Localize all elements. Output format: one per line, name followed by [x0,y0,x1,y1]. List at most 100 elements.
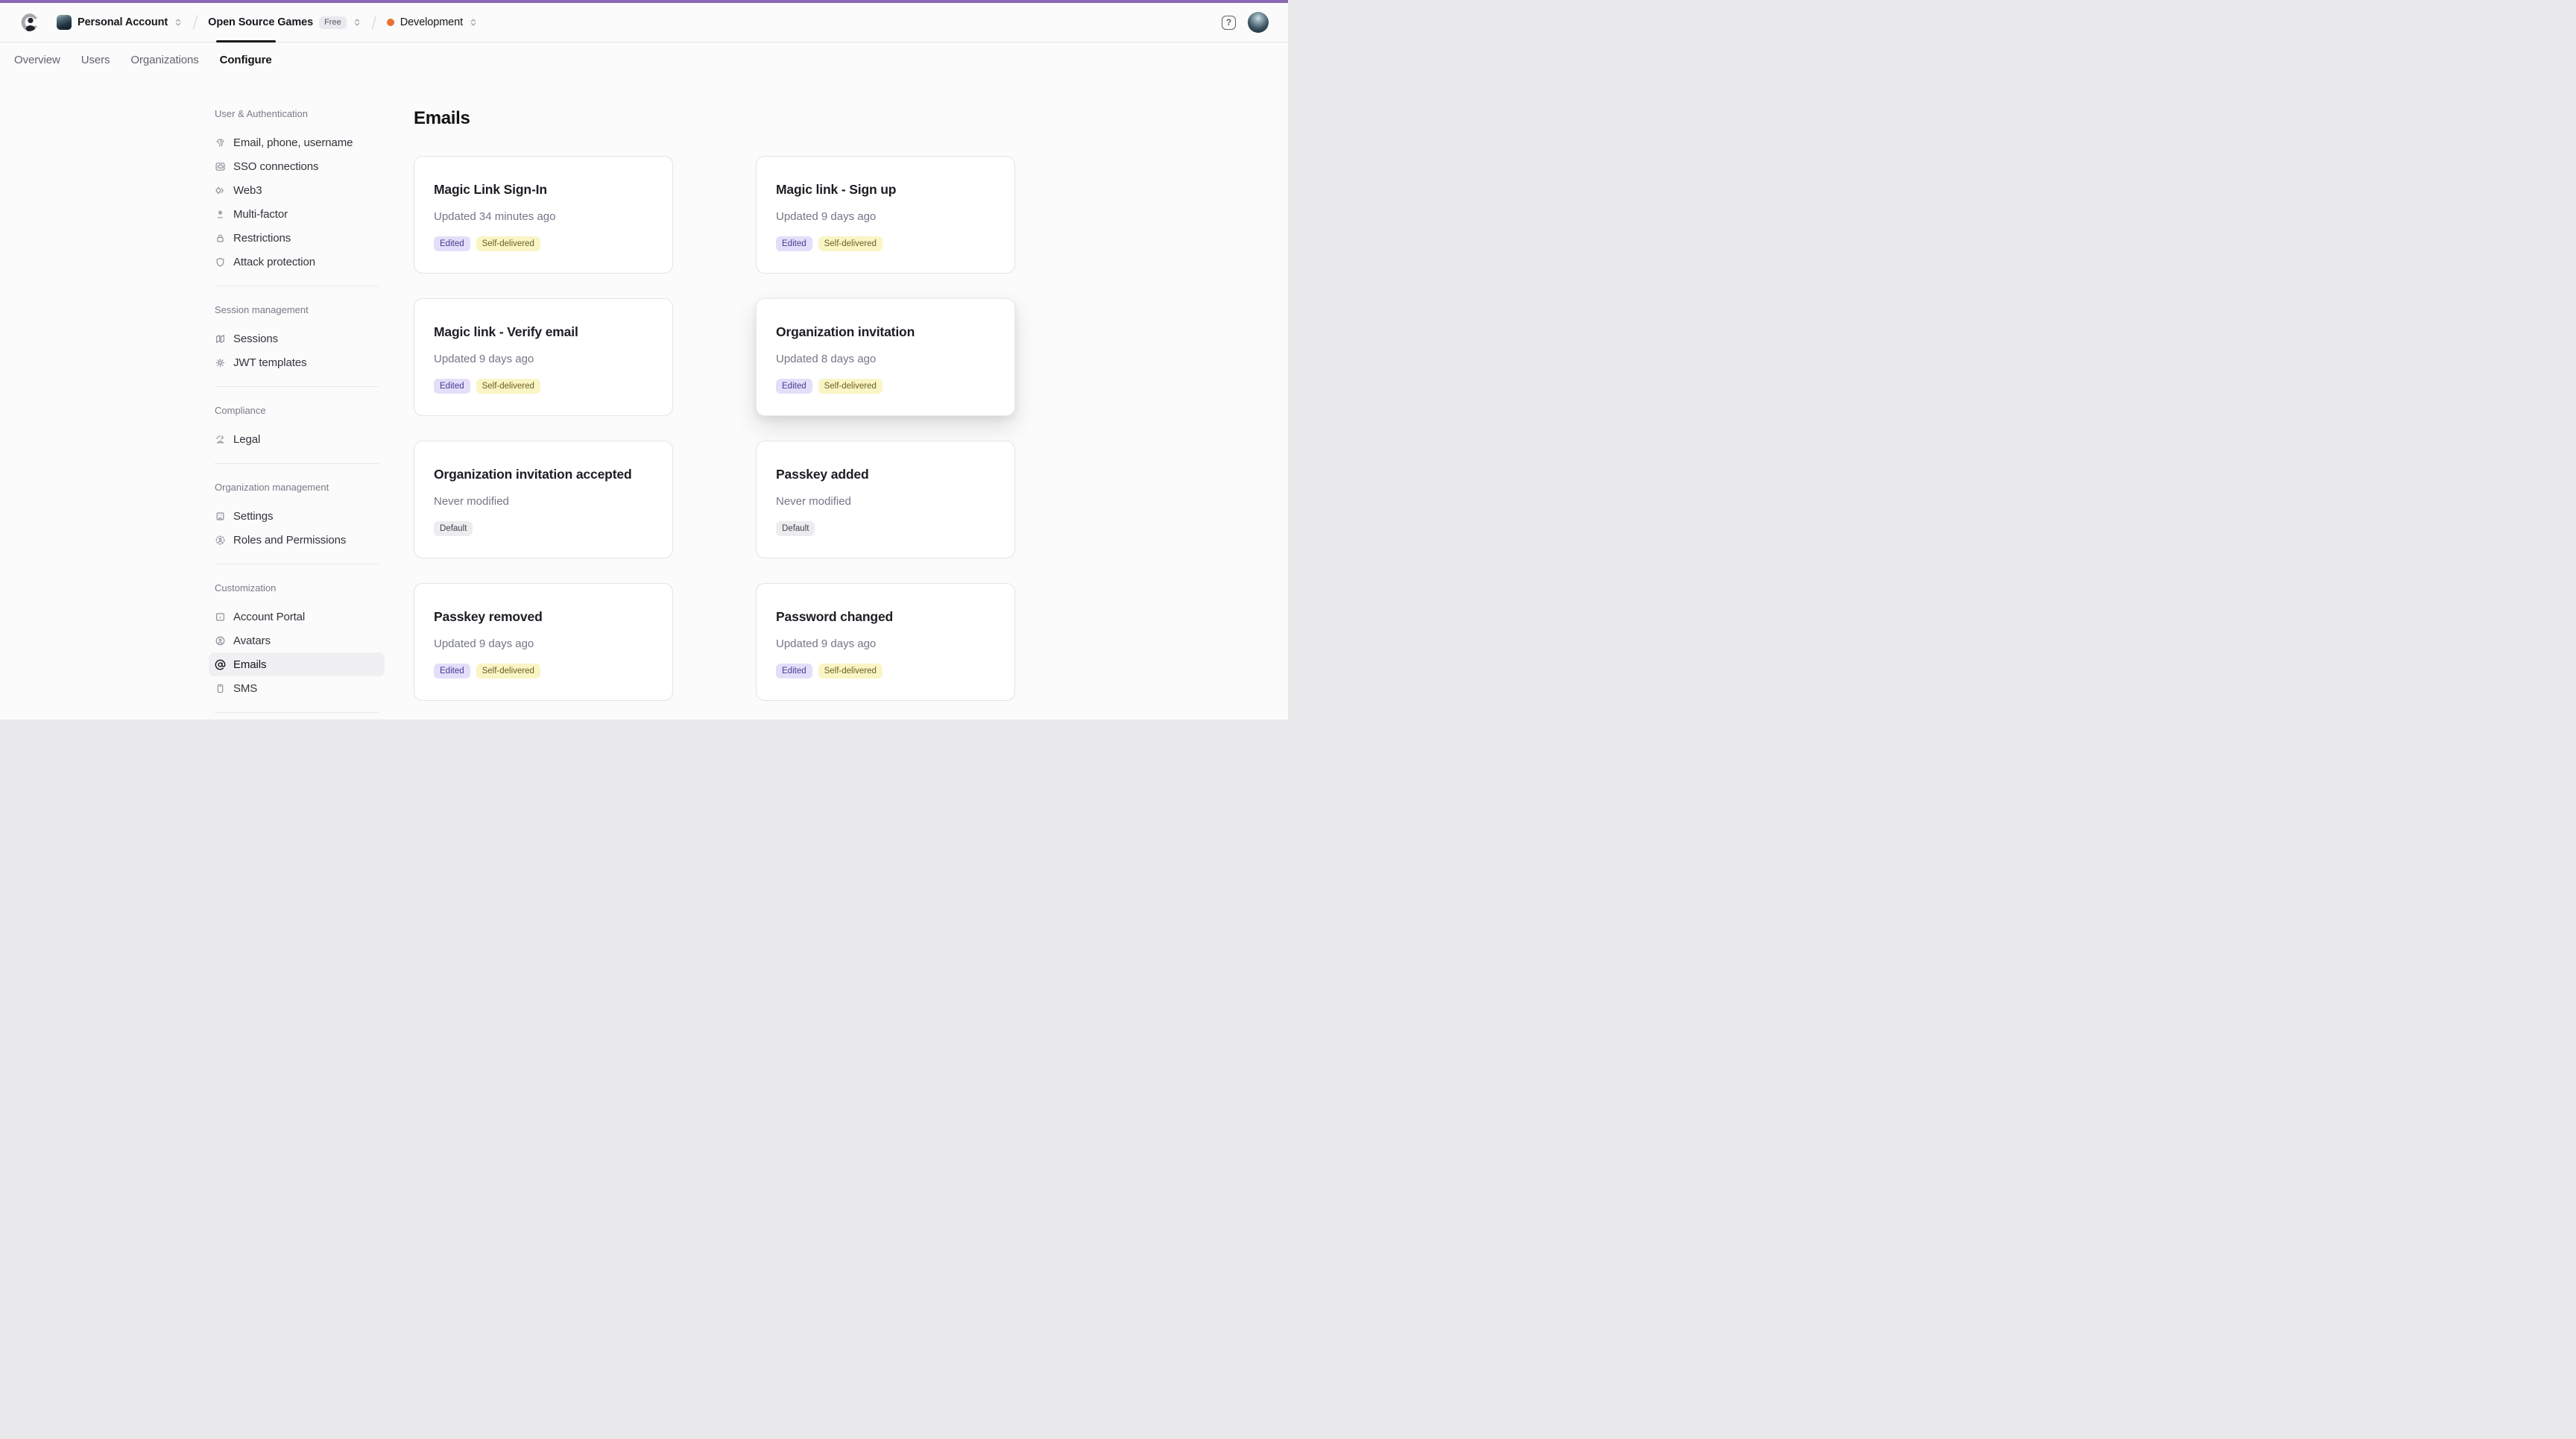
at-sign-icon [215,659,226,670]
top-bar-right: ? [1222,12,1269,33]
sidebar-item-emails[interactable]: Emails [209,652,385,676]
sidebar-item-email-phone-username[interactable]: Email, phone, username [209,130,385,154]
top-bar-left: Personal Account Open Source Games Free [19,13,478,32]
asterisk-icon [215,209,226,220]
sidebar-divider [215,386,379,387]
main-nav-tabs: Overview Users Organizations Configure [0,40,1288,76]
sidebar-item-org-settings[interactable]: Settings [209,504,385,528]
default-badge: Default [434,521,473,536]
user-dashed-circle-icon [215,535,226,546]
top-bar: Personal Account Open Source Games Free [0,3,1288,42]
breadcrumb-separator [192,15,198,30]
card-status: Updated 9 days ago [776,210,877,223]
sidebar-item-attack-protection[interactable]: Attack protection [209,250,385,274]
clerk-logo-icon[interactable] [19,13,39,32]
sso-cloud-icon [215,161,226,172]
clerk-dashboard-page: Personal Account Open Source Games Free [0,0,1288,720]
sidebar-item-sessions[interactable]: Sessions [209,327,385,350]
sidebar-item-web3[interactable]: Web3 [209,178,385,202]
card-badges: Edited Self-delivered [434,236,653,251]
chevron-updown-icon [469,18,478,27]
card-status: Updated 9 days ago [776,637,877,650]
user-avatar[interactable] [1248,12,1269,33]
card-passkey-added[interactable]: Passkey added Never modified Default [756,441,1015,558]
card-magic-link-verify-email[interactable]: Magic link - Verify email Updated 9 days… [414,298,673,416]
default-badge: Default [776,521,815,536]
tab-organizations[interactable]: Organizations [130,53,199,66]
chevron-updown-icon [353,18,362,27]
card-status: Never modified [776,495,851,508]
card-title: Magic Link Sign-In [434,182,547,197]
sidebar-item-label: Emails [233,658,267,671]
sidebar-section-title: User & Authentication [215,108,309,119]
self-delivered-badge: Self-delivered [476,236,540,251]
card-magic-link-sign-up[interactable]: Magic link - Sign up Updated 9 days ago … [756,156,1015,274]
sidebar-item-account-portal[interactable]: Account Portal [209,605,385,629]
breadcrumb-instance[interactable]: Development [386,16,478,28]
tab-configure[interactable]: Configure [215,40,276,76]
workspace-label: Personal Account [78,16,168,28]
self-delivered-badge: Self-delivered [818,236,883,251]
self-delivered-badge: Self-delivered [818,664,883,678]
card-status: Updated 34 minutes ago [434,210,556,223]
sidebar-item-multi-factor[interactable]: Multi-factor [209,202,385,226]
sidebar-section-title: Organization management [215,482,329,493]
chevron-updown-icon [174,18,183,27]
card-magic-link-sign-in[interactable]: Magic Link Sign-In Updated 34 minutes ag… [414,156,673,274]
edited-badge: Edited [434,664,470,678]
instance-label: Development [400,16,464,28]
email-template-grid: Magic Link Sign-In Updated 34 minutes ag… [414,156,1015,701]
card-title: Passkey added [776,467,869,482]
configure-sidebar: User & Authentication Email, phone, user… [209,107,385,720]
sidebar-divider [215,463,379,464]
card-password-changed[interactable]: Password changed Updated 9 days ago Edit… [756,583,1015,701]
breadcrumb-separator [371,15,376,30]
sidebar-item-sms[interactable]: SMS [209,676,385,700]
sidebar-item-restrictions[interactable]: Restrictions [209,226,385,250]
sidebar-item-label: JWT templates [233,356,307,369]
sidebar-section-title: Compliance [215,405,266,416]
sidebar-item-avatars[interactable]: Avatars [209,629,385,652]
card-title: Magic link - Verify email [434,324,578,339]
sidebar-item-label: Account Portal [233,610,306,623]
sidebar-item-legal[interactable]: Legal [209,427,385,451]
sidebar-item-label: Attack protection [233,255,316,268]
tab-overview[interactable]: Overview [14,53,60,66]
help-button[interactable]: ? [1222,15,1236,30]
environment-dot-icon [386,19,394,26]
sidebar-item-label: Legal [233,432,261,446]
card-badges: Edited Self-delivered [776,379,995,394]
sidebar-item-label: Email, phone, username [233,136,353,149]
application-label: Open Source Games [208,16,314,28]
breadcrumb-workspace[interactable]: Personal Account [57,15,183,30]
sidebar-item-sso-connections[interactable]: SSO connections [209,154,385,178]
sidebar-item-label: SMS [233,681,258,695]
sidebar-item-label: Sessions [233,332,279,345]
self-delivered-badge: Self-delivered [818,379,883,394]
web3-diamond-icon [215,185,226,196]
self-delivered-badge: Self-delivered [476,379,540,394]
sidebar-item-jwt-templates[interactable]: JWT templates [209,350,385,374]
card-status: Updated 9 days ago [434,637,534,650]
sidebar-item-label: Restrictions [233,231,291,245]
breadcrumb-application[interactable]: Open Source Games Free [208,16,362,29]
edited-badge: Edited [434,379,470,394]
card-status: Never modified [434,495,509,508]
shield-icon [215,256,226,268]
breadcrumb: Personal Account Open Source Games Free [57,14,478,31]
tab-users[interactable]: Users [80,53,110,66]
sidebar-item-label: Settings [233,509,274,523]
panels-icon [215,333,226,344]
edited-badge: Edited [434,236,470,251]
card-badges: Edited Self-delivered [434,379,653,394]
card-passkey-removed[interactable]: Passkey removed Updated 9 days ago Edite… [414,583,673,701]
card-badges: Default [434,521,653,536]
card-title: Magic link - Sign up [776,182,897,197]
gavel-icon [215,434,226,445]
sidebar-item-label: Roles and Permissions [233,533,347,547]
card-organization-invitation-accepted[interactable]: Organization invitation accepted Never m… [414,441,673,558]
self-delivered-badge: Self-delivered [476,664,540,678]
sidebar-item-roles-permissions[interactable]: Roles and Permissions [209,528,385,552]
fingerprint-icon [215,137,226,148]
card-organization-invitation[interactable]: Organization invitation Updated 8 days a… [756,298,1015,416]
